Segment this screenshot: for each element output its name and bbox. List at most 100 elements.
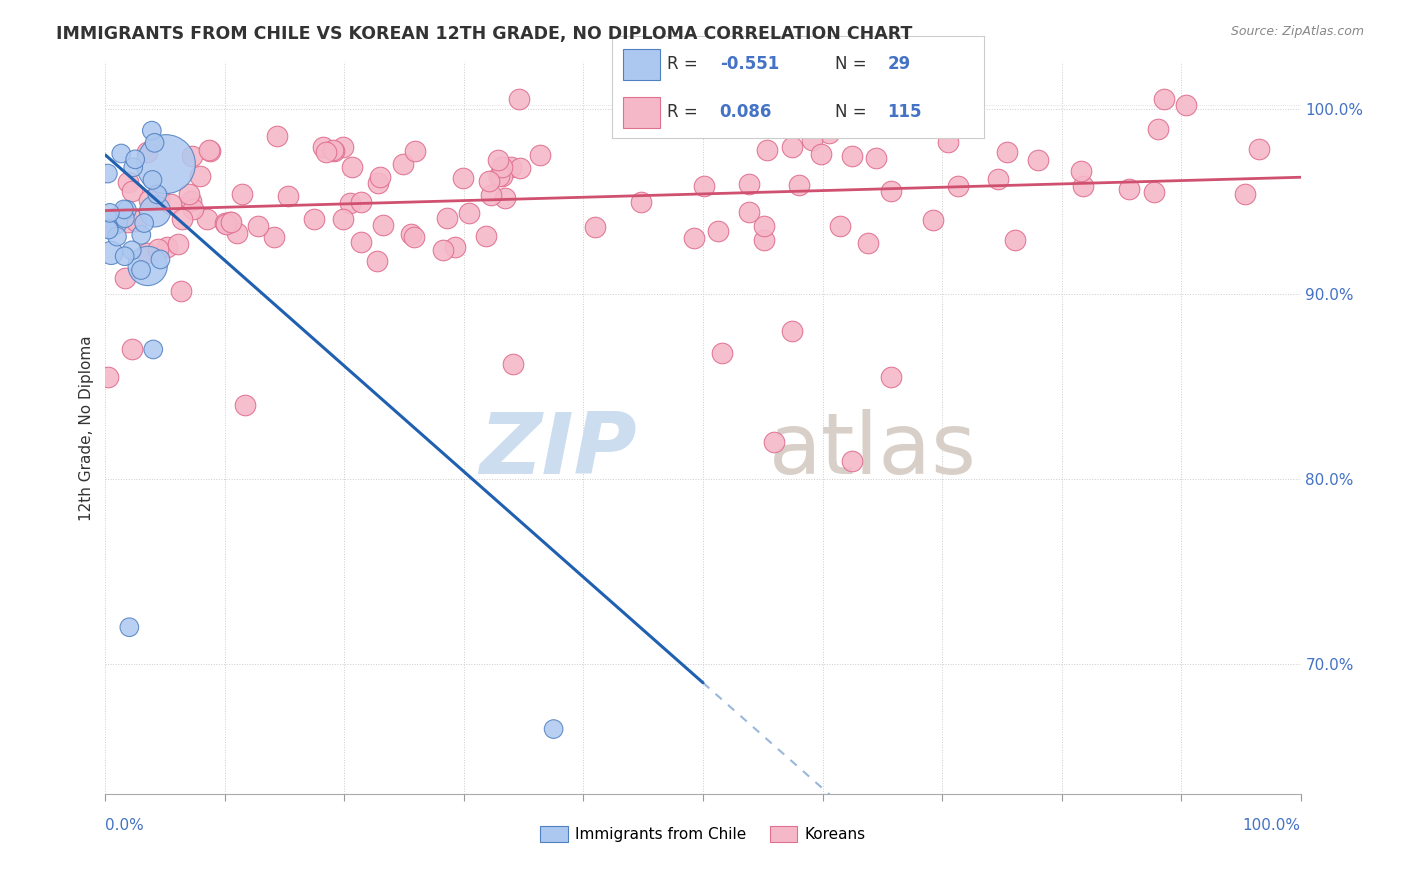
Point [488, 169, 510, 183]
Point [818, 126, 841, 140]
Text: N =: N = [835, 55, 872, 73]
Point [322, 144, 344, 158]
Point [124, 153, 146, 167]
Point [494, 192, 516, 206]
Point [312, 140, 335, 154]
Point [368, 169, 391, 184]
Point [508, 93, 530, 107]
Point [141, 173, 163, 187]
Point [170, 211, 193, 226]
Point [146, 187, 169, 202]
Text: 115: 115 [887, 103, 922, 120]
Point [543, 722, 565, 736]
Point [432, 243, 454, 257]
Text: atlas: atlas [769, 409, 977, 491]
Text: 100.0%: 100.0% [1243, 818, 1301, 832]
Point [1118, 181, 1140, 195]
Point [391, 157, 413, 171]
Point [1153, 93, 1175, 107]
Point [756, 143, 779, 157]
Point [214, 216, 236, 230]
Point [1247, 142, 1270, 156]
Point [399, 227, 422, 241]
Point [221, 214, 243, 228]
Point [738, 177, 761, 191]
Point [156, 240, 179, 254]
Point [231, 186, 253, 201]
Point [114, 271, 136, 285]
Point [801, 133, 824, 147]
Point [948, 178, 970, 193]
Point [995, 145, 1018, 160]
Point [115, 202, 138, 217]
Point [488, 153, 510, 167]
Point [754, 219, 776, 233]
Point [367, 176, 389, 190]
Point [129, 227, 152, 242]
Point [125, 214, 148, 228]
Point [856, 235, 879, 250]
Point [136, 259, 159, 273]
Point [475, 229, 498, 244]
Point [122, 161, 145, 175]
Point [143, 136, 166, 150]
Point [188, 169, 211, 183]
Point [693, 179, 716, 194]
Point [141, 123, 163, 137]
Point [117, 176, 139, 190]
Text: N =: N = [835, 103, 872, 120]
Point [763, 435, 786, 450]
Point [1234, 186, 1257, 201]
Point [350, 195, 373, 210]
Point [233, 398, 256, 412]
Point [155, 157, 177, 171]
Point [583, 219, 606, 234]
Text: 0.086: 0.086 [720, 103, 772, 120]
Point [841, 453, 863, 467]
Point [780, 139, 803, 153]
Point [97, 370, 120, 384]
Point [322, 143, 344, 157]
Point [451, 171, 474, 186]
Point [136, 145, 159, 160]
Point [97, 167, 120, 181]
Point [304, 211, 326, 226]
Y-axis label: 12th Grade, No Diploma: 12th Grade, No Diploma [79, 335, 94, 521]
Point [146, 243, 169, 257]
Point [1004, 233, 1026, 247]
Text: ZIP: ZIP [479, 409, 637, 491]
Point [129, 263, 152, 277]
Point [246, 219, 269, 233]
Point [200, 145, 222, 159]
Point [143, 204, 166, 219]
Text: R =: R = [668, 55, 703, 73]
Point [1143, 185, 1166, 199]
Point [177, 187, 200, 202]
Point [501, 160, 523, 174]
Point [936, 135, 959, 149]
Point [103, 214, 125, 228]
Point [121, 244, 143, 258]
Point [277, 188, 299, 202]
Point [366, 253, 388, 268]
Point [198, 143, 221, 157]
Point [104, 214, 127, 228]
Point [402, 230, 425, 244]
Point [148, 191, 170, 205]
Point [218, 215, 240, 229]
Point [181, 202, 204, 216]
Point [263, 230, 285, 244]
Point [371, 219, 394, 233]
Point [121, 184, 143, 198]
Point [491, 169, 513, 184]
Point [987, 172, 1010, 186]
Point [879, 370, 901, 384]
Bar [623, 97, 659, 128]
Point [138, 194, 160, 208]
Text: 29: 29 [887, 55, 911, 73]
Point [707, 224, 730, 238]
Point [225, 227, 247, 241]
Point [350, 235, 373, 249]
Point [509, 161, 531, 175]
Point [479, 188, 502, 202]
